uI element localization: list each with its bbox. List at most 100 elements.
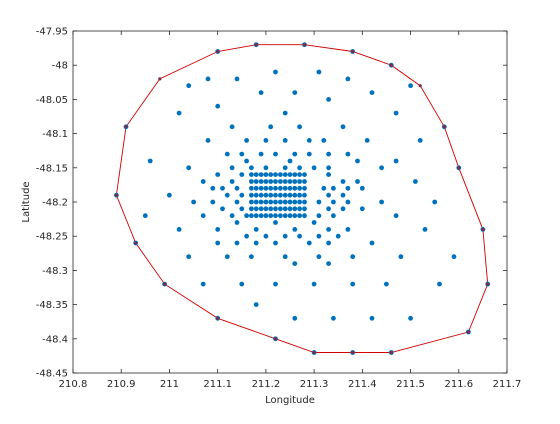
scatter-point — [253, 179, 259, 184]
y-axis-label: Latitude — [21, 181, 32, 222]
scatter-point — [210, 185, 216, 191]
scatter-point — [282, 172, 288, 178]
scatter-point — [297, 206, 302, 212]
scatter-point — [292, 206, 298, 212]
scatter-point — [263, 165, 269, 171]
scatter-point — [268, 124, 274, 130]
scatter-point — [282, 206, 288, 212]
scatter-point — [302, 206, 307, 212]
x-tick-label: 211 — [160, 379, 179, 390]
scatter-point — [234, 185, 240, 191]
y-tick-label: -48.4 — [42, 334, 68, 345]
scatter-point — [287, 185, 293, 191]
scatter-point — [273, 220, 278, 225]
scatter-point — [393, 213, 399, 219]
scatter-point — [297, 199, 302, 205]
scatter-point — [200, 213, 206, 219]
scatter-point — [249, 199, 254, 205]
scatter-point — [268, 192, 274, 198]
scatter-point — [263, 172, 269, 178]
hull-vertex — [389, 63, 393, 67]
scatter-point — [302, 199, 307, 205]
hull-vertex — [134, 241, 138, 245]
y-tick-label: -48.35 — [36, 300, 68, 311]
scatter-point — [306, 138, 312, 143]
scatter-point — [249, 179, 254, 184]
scatter-point — [316, 69, 322, 75]
scatter-point — [268, 199, 274, 205]
scatter-point — [205, 76, 211, 82]
scatter-point — [398, 254, 404, 260]
hull-vertex — [158, 77, 162, 81]
scatter-point — [229, 124, 235, 130]
scatter-point — [297, 185, 302, 191]
scatter-point — [282, 165, 288, 171]
scatter-point — [234, 76, 240, 82]
scatter-point — [263, 192, 269, 198]
scatter-point — [263, 233, 269, 239]
scatter-point — [287, 172, 293, 178]
data-layer — [114, 42, 491, 355]
x-tick-label: 211.2 — [252, 379, 281, 390]
scatter-point — [273, 151, 278, 157]
scatter-point — [224, 254, 230, 260]
y-tick-label: -48.3 — [42, 266, 68, 277]
scatter-point — [311, 165, 317, 171]
x-tick-label: 211.7 — [493, 379, 522, 390]
scatter-point — [359, 206, 365, 212]
scatter-point — [287, 179, 293, 184]
scatter-point — [316, 254, 322, 260]
scatter-point — [191, 199, 197, 205]
scatter-point — [253, 172, 259, 178]
scatter-point — [326, 261, 331, 266]
x-tick-label: 210.9 — [107, 379, 136, 390]
scatter-point — [297, 192, 302, 198]
scatter-point — [249, 213, 254, 219]
x-tick-label: 211.4 — [348, 379, 377, 390]
scatter-point — [287, 199, 293, 205]
scatter-point — [408, 83, 413, 89]
scatter-point — [302, 213, 307, 219]
scatter-point — [282, 254, 288, 260]
y-tick-label: -48.25 — [36, 232, 68, 243]
x-tick-label: 211.6 — [444, 379, 473, 390]
scatter-point — [224, 151, 230, 157]
scatter-point — [311, 281, 317, 287]
scatter-point — [215, 172, 221, 178]
scatter-point — [451, 254, 457, 260]
y-tick-label: -48.15 — [36, 163, 68, 174]
scatter-point — [326, 97, 331, 102]
scatter-point — [220, 185, 225, 191]
x-tick-label: 211.1 — [203, 379, 232, 390]
hull-vertex — [302, 43, 307, 47]
scatter-point — [186, 254, 192, 260]
scatter-point — [263, 213, 269, 219]
scatter-point — [263, 199, 269, 205]
hull-vertex — [351, 350, 355, 355]
scatter-point — [282, 138, 288, 143]
scatter-point — [292, 90, 298, 95]
scatter-point — [258, 151, 264, 157]
scatter-point — [297, 233, 302, 239]
scatter-point — [268, 172, 274, 178]
scatter-point — [393, 110, 399, 116]
scatter-point — [273, 179, 278, 184]
hull-vertex — [389, 350, 393, 355]
scatter-point — [239, 192, 245, 198]
scatter-point — [253, 206, 259, 212]
scatter-point — [369, 315, 375, 321]
scatter-point — [263, 179, 269, 184]
scatter-point — [282, 199, 288, 205]
scatter-point — [302, 179, 307, 184]
scatter-point — [302, 172, 307, 178]
scatter-point — [215, 240, 221, 246]
hull-vertex — [457, 166, 461, 170]
scatter-point — [234, 220, 240, 225]
scatter-point — [244, 213, 250, 219]
hull-vertex — [216, 316, 220, 320]
scatter-point — [278, 179, 283, 184]
scatter-point — [331, 185, 336, 191]
scatter-point — [292, 213, 298, 219]
scatter-point — [278, 172, 283, 178]
scatter-point — [273, 206, 278, 212]
